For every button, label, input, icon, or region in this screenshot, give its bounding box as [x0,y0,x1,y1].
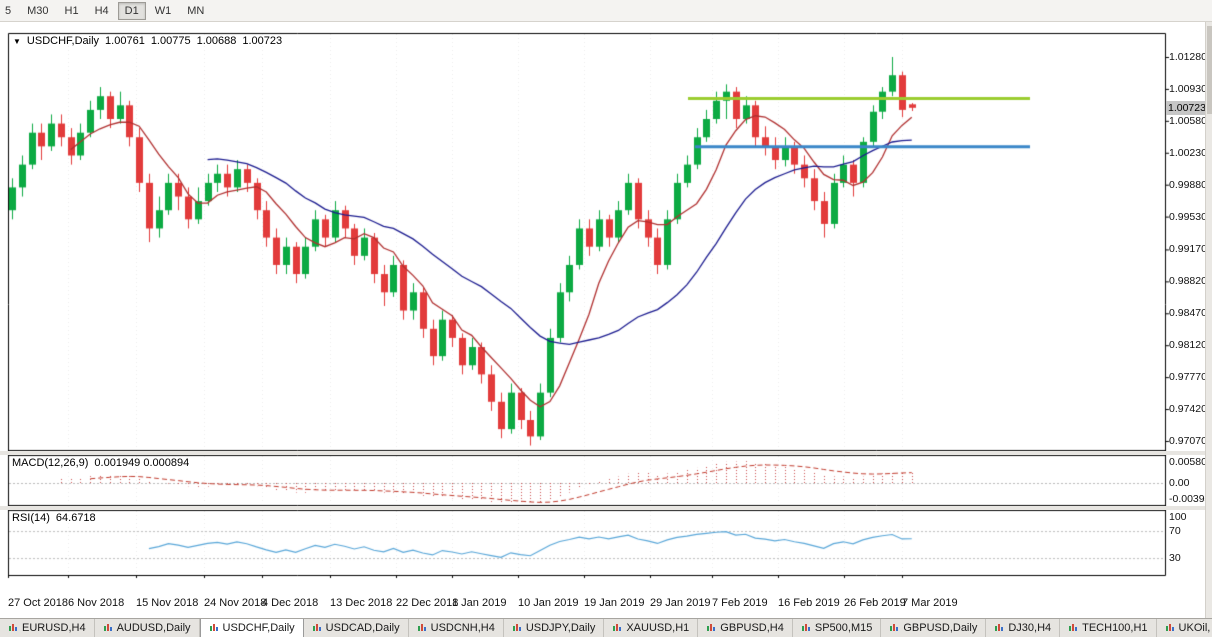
timeframe-toolbar: 5 M30 H1 H4 D1 W1 MN [0,0,1212,22]
timeframe-button-W1[interactable]: W1 [154,4,172,17]
chart-canvas[interactable] [0,22,1205,618]
tab-label: XAUUSD,H1 [626,622,690,634]
chart-tab-usdchf-daily[interactable]: USDCHF,Daily [199,619,304,637]
timeframe-button-D1[interactable]: D1 [117,1,146,20]
tab-label: GBPUSD,H4 [720,622,784,634]
price-tick: 0.99880 [1169,178,1207,191]
current-price-badge: 1.00723 [1166,100,1208,115]
rsi-axis-tick: 70 [1169,525,1181,538]
price-tick: 0.99530 [1169,210,1207,223]
rsi-axis-tick: 100 [1169,511,1187,523]
timeframe-button-H1[interactable]: H1 [64,4,79,17]
timeframe-button-5[interactable]: 5 [5,4,12,17]
date-label: 19 Jan 2019 [584,597,645,609]
tab-chart-icon [801,622,811,635]
tab-chart-icon [889,622,899,635]
pane-splitter-macd[interactable] [0,451,1205,455]
vertical-scrollbar[interactable] [1205,22,1212,618]
timeframe-button-MN[interactable]: MN [187,4,205,17]
price-tick: 1.01280 [1169,50,1207,63]
macd-axis-tick: 0.00 [1169,477,1190,489]
tab-label: DJ30,H4 [1008,622,1052,634]
price-tick: 0.97770 [1169,371,1207,384]
tab-chart-icon [1165,622,1175,635]
chart-tab-eurusd-h4[interactable]: EURUSD,H4 [0,619,95,637]
date-label: 4 Dec 2018 [262,597,319,609]
date-label: 22 Dec 2018 [396,597,459,609]
chart-tab-xauusd-h1[interactable]: XAUUSD,H1 [604,619,699,637]
tab-chart-icon [209,622,219,635]
price-tick: 0.99170 [1169,243,1207,256]
chart-tab-ukoil-[interactable]: UKOil, [1156,619,1212,637]
price-tick: 0.98120 [1169,339,1207,352]
date-label: 6 Nov 2018 [68,597,125,609]
tab-chart-icon [706,622,716,635]
tab-label: GBPUSD,Daily [903,622,978,634]
date-label: 26 Feb 2019 [844,597,906,609]
tab-chart-icon [994,622,1004,635]
tab-label: USDJPY,Daily [525,622,596,634]
price-tick: 0.98470 [1169,307,1207,320]
chart-tab-sp500-m15[interactable]: SP500,M15 [792,619,882,637]
tab-label: AUDUSD,Daily [116,622,191,634]
date-label: 13 Dec 2018 [330,597,393,609]
tab-label: USDCHF,Daily [222,622,295,634]
tab-label: TECH100,H1 [1082,622,1148,634]
date-label: 24 Nov 2018 [204,597,267,609]
date-label: 27 Oct 2018 [8,597,68,609]
rsi-axis-tick: 30 [1169,552,1181,565]
chart-tab-bar: EURUSD,H4 AUDUSD,Daily USDCHF,Daily USDCAD,… [0,618,1212,637]
date-label: 10 Jan 2019 [518,597,579,609]
date-label: 7 Mar 2019 [902,597,958,609]
price-tick: 1.00580 [1169,114,1207,127]
price-tick: 1.00230 [1169,146,1207,159]
price-tick: 0.97070 [1169,434,1207,447]
chart-tab-gbpusd-h4[interactable]: GBPUSD,H4 [698,619,793,637]
chart-tab-usdcad-daily[interactable]: USDCAD,Daily [303,619,409,637]
macd-axis-tick: 0.005802 [1169,456,1212,468]
scrollbar-thumb[interactable] [1207,26,1212,114]
macd-axis-tick: -0.003945 [1169,492,1212,505]
chart-tab-audusd-daily[interactable]: AUDUSD,Daily [94,619,200,637]
tab-chart-icon [612,622,622,635]
tab-label: USDCNH,H4 [430,622,495,634]
price-tick: 0.97420 [1169,403,1207,416]
tab-chart-icon [312,622,322,635]
date-label: 15 Nov 2018 [136,597,199,609]
tab-chart-icon [417,622,427,635]
date-label: 7 Feb 2019 [712,597,768,609]
tab-chart-icon [103,622,113,635]
chart-tab-gbpusd-daily[interactable]: GBPUSD,Daily [881,619,987,637]
tab-label: UKOil, [1178,622,1211,634]
date-label: 16 Feb 2019 [778,597,840,609]
price-tick: 0.98820 [1169,275,1207,288]
tab-label: SP500,M15 [814,622,873,634]
tab-label: USDCAD,Daily [325,622,400,634]
chart-tab-dj30-h4[interactable]: DJ30,H4 [986,619,1061,637]
price-tick: 1.00930 [1169,82,1207,95]
timeframe-button-M30[interactable]: M30 [27,4,49,17]
tab-chart-icon [8,622,18,635]
chart-tab-tech100-h1[interactable]: TECH100,H1 [1060,619,1157,637]
tab-chart-icon [512,622,522,635]
date-label: 29 Jan 2019 [650,597,711,609]
tab-chart-icon [1068,622,1078,635]
chart-tab-usdcnh-h4[interactable]: USDCNH,H4 [408,619,504,637]
timeframe-button-H4[interactable]: H4 [94,4,109,17]
tab-label: EURUSD,H4 [22,622,86,634]
date-label: 1 Jan 2019 [452,597,507,609]
chart-window: ▼ USDCHF,Daily 1.00761 1.00775 1.00688 1… [0,22,1212,618]
pane-splitter-rsi[interactable] [0,506,1205,510]
chart-tab-usdjpy-daily[interactable]: USDJPY,Daily [503,619,605,637]
